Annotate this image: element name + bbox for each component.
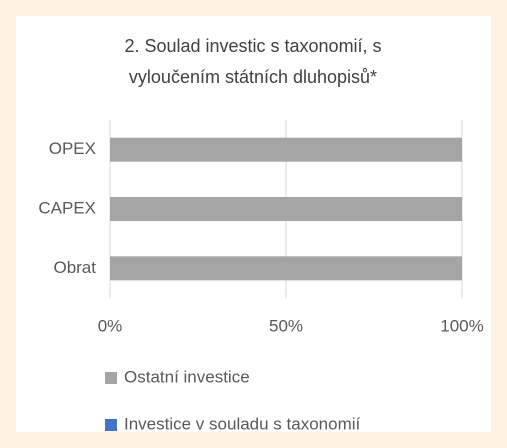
legend-swatch [105,419,117,431]
legend-swatch [105,372,117,384]
chart-panel [16,16,491,432]
y-tick-label: CAPEX [38,198,96,217]
y-tick-label: Obrat [53,258,96,277]
bar [110,137,462,162]
y-tick-label: OPEX [49,139,96,158]
legend-label: Investice v souladu s taxonomií [124,414,361,433]
x-tick-label: 0% [98,316,123,335]
chart-title: vyloučením státních dluhopisů* [129,67,377,87]
chart-title: 2. Soulad investic s taxonomií, s [124,36,381,56]
bar [110,197,462,221]
x-tick-label: 100% [440,316,483,335]
legend-label: Ostatní investice [124,367,250,386]
bar [110,256,462,281]
x-tick-label: 50% [269,316,303,335]
